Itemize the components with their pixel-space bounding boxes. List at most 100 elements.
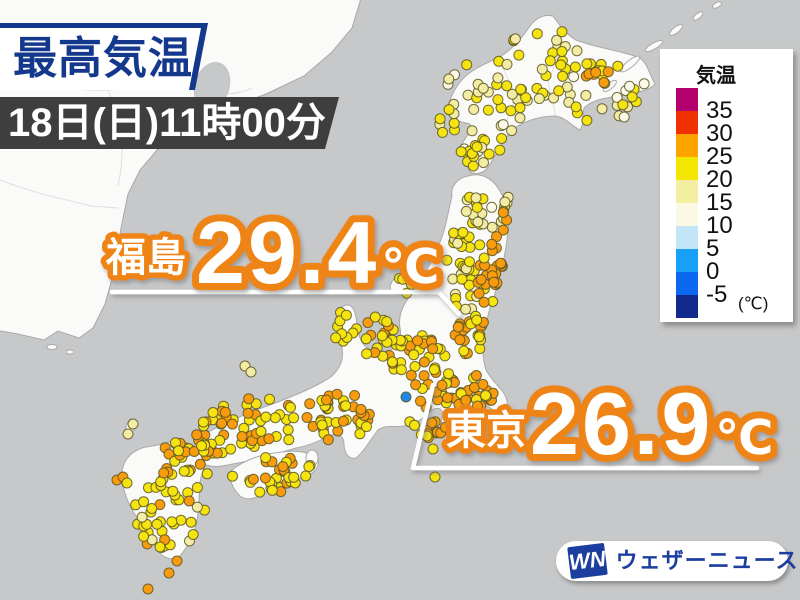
station-dot [178, 465, 190, 477]
station-dot [266, 484, 278, 496]
station-dots-layer [111, 26, 650, 595]
station-dot [136, 511, 148, 523]
station-dot [486, 238, 498, 250]
station-dot [473, 287, 485, 299]
legend-label: 30 [706, 120, 733, 147]
station-dot [255, 425, 267, 437]
station-dot [497, 119, 509, 131]
station-dot [260, 452, 272, 464]
station-dot [362, 317, 374, 329]
station-dot [243, 393, 255, 405]
legend-swatch [676, 157, 698, 180]
station-dot [505, 105, 517, 117]
station-dot [460, 394, 472, 406]
station-dot [520, 92, 532, 104]
station-dot [473, 331, 485, 343]
station-dot [201, 468, 213, 480]
station-dot [580, 89, 592, 101]
station-dot [426, 417, 438, 429]
station-dot [513, 49, 525, 61]
legend-label: 15 [706, 189, 733, 216]
callout-tokyo-city: 東京 [446, 409, 526, 453]
station-dot [452, 321, 464, 333]
station-dot [464, 256, 475, 268]
station-dot [288, 471, 300, 483]
station-dot [443, 104, 455, 116]
datetime-box: 18日(日)11時00分 [0, 97, 339, 149]
station-dot [191, 501, 203, 513]
station-dot [303, 461, 315, 473]
station-dot [626, 91, 638, 103]
station-dot [460, 303, 472, 315]
legend-swatch [676, 249, 698, 272]
station-dot [225, 443, 237, 455]
station-dot [340, 309, 352, 321]
legend-label: 10 [706, 212, 733, 239]
station-dot [556, 46, 568, 57]
legend-label: -5 [706, 281, 728, 308]
station-dot [418, 356, 430, 368]
station-dot [536, 63, 548, 75]
station-dot [405, 278, 417, 290]
station-dot [477, 82, 489, 94]
callout-tokyo-temp: 26.9℃ [530, 374, 773, 473]
station-dot [386, 356, 398, 368]
station-dot [602, 66, 614, 78]
station-dot [330, 332, 342, 344]
station-dot [158, 467, 170, 479]
legend-swatch [676, 203, 698, 226]
station-dot [470, 192, 482, 204]
legend-label: 35 [706, 97, 733, 124]
station-dot [441, 254, 453, 266]
legend-unit: (℃) [738, 294, 769, 313]
station-dot [409, 419, 420, 431]
station-dot [497, 224, 509, 236]
station-dot [472, 216, 484, 228]
station-dot [480, 390, 492, 401]
station-dot [360, 333, 372, 345]
station-dot [408, 349, 420, 361]
station-dot [191, 482, 203, 493]
station-dot [171, 555, 183, 567]
station-dot [397, 273, 409, 285]
leader-line-fukushima-d [434, 287, 462, 317]
station-dot [376, 330, 388, 342]
station-dot [163, 567, 175, 579]
station-dot [454, 334, 466, 346]
station-dot [506, 88, 518, 100]
station-dot [354, 428, 366, 440]
station-dot [499, 196, 511, 208]
callout-fukushima-city: 福島 [105, 236, 186, 280]
station-dot [443, 73, 455, 85]
station-dot [236, 431, 248, 442]
station-dot [138, 530, 150, 542]
station-dot [570, 101, 582, 113]
legend-label: 0 [706, 258, 720, 285]
station-dot [467, 160, 479, 172]
station-dot [439, 421, 451, 433]
legend-title: 気温 [696, 65, 736, 87]
station-dot [194, 458, 206, 470]
page-title: 最高気温 [13, 34, 193, 83]
station-dot [337, 415, 349, 427]
station-dot [568, 71, 580, 83]
station-dot [127, 418, 139, 430]
station-dot [455, 407, 467, 419]
station-dot [322, 434, 334, 446]
station-dot [478, 157, 489, 169]
station-dot [395, 364, 407, 376]
station-dot [216, 417, 228, 429]
station-dot [448, 117, 460, 129]
station-dot [429, 471, 441, 483]
station-dot [369, 311, 381, 323]
station-dot [260, 411, 272, 423]
legend-label: 20 [706, 166, 733, 193]
station-dot [471, 141, 483, 153]
station-dot [501, 58, 513, 70]
station-dot [551, 34, 563, 46]
legend-swatch [676, 88, 698, 111]
station-dot [458, 345, 470, 357]
station-dot [400, 391, 412, 403]
legend-swatch [676, 226, 698, 249]
station-dot [470, 370, 482, 381]
